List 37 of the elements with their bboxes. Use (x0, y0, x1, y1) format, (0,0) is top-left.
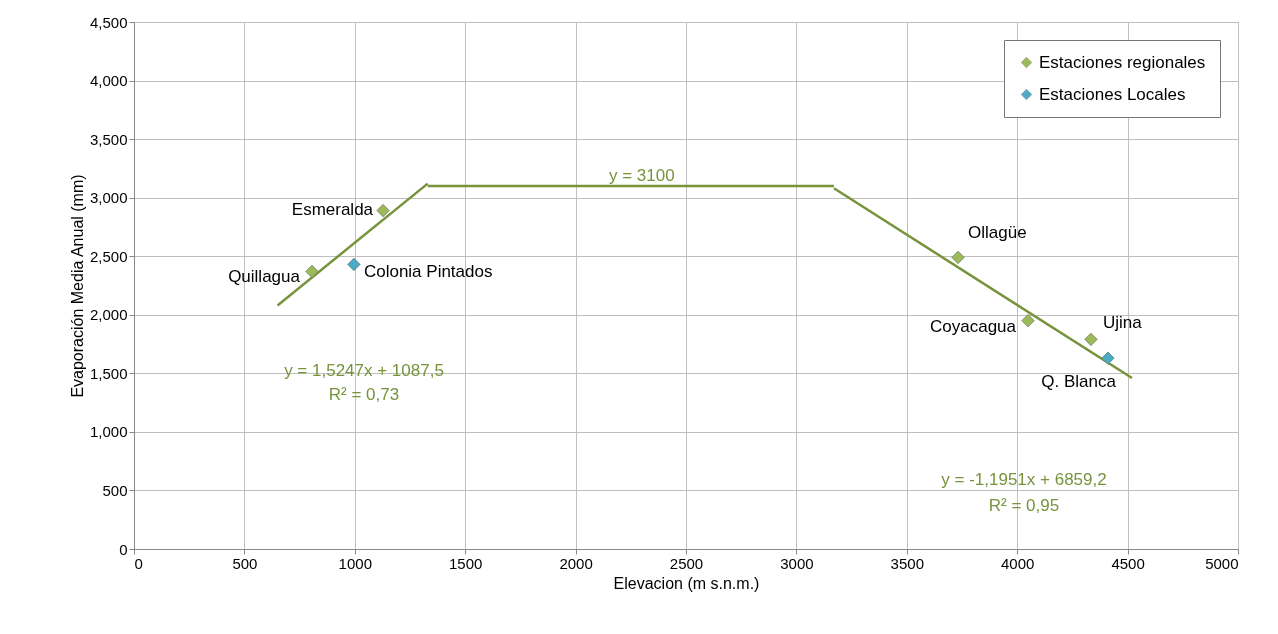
y-tick-label: 2,000 (89, 306, 128, 324)
y-tick-label: 3,000 (89, 189, 128, 207)
x-tick-label: 4500 (1111, 554, 1145, 572)
annotation: y = 3100 (608, 165, 675, 185)
x-tick-label: 1500 (449, 554, 483, 572)
y-tick-label: 1,000 (89, 423, 128, 441)
x-tick-label: 3500 (890, 554, 924, 572)
annotation: y = 1,5247x + 1087,5 (284, 361, 444, 380)
x-tick-label: 4000 (1001, 554, 1035, 572)
x-axis-title: Elevacion (m s.n.m.) (613, 574, 760, 592)
x-tick-label: 1000 (338, 554, 372, 572)
annotation: Coyacagua (930, 316, 1017, 336)
legend-label: Estaciones Locales (1039, 84, 1186, 104)
annotation: Ollagüe (968, 222, 1027, 242)
x-tick-label: 0 (134, 554, 143, 572)
annotation: Quillagua (228, 266, 301, 286)
y-tick-label: 3,500 (89, 130, 128, 148)
y-tick-label: 0 (119, 540, 128, 558)
annotation: Q. Blanca (1041, 371, 1117, 391)
annotation: y = -1,1951x + 6859,2 (941, 470, 1107, 489)
y-tick-label: 4,000 (89, 72, 128, 90)
y-tick-label: 4,500 (89, 13, 128, 31)
x-tick-label: 3000 (780, 554, 814, 572)
x-tick-label: 2500 (669, 554, 704, 572)
y-tick-label: 2,500 (89, 247, 128, 265)
x-tick-label: 5000 (1205, 554, 1239, 572)
y-axis-title: Evaporación Media Anual (mm) (68, 174, 86, 398)
legend-label: Estaciones regionales (1039, 52, 1206, 72)
x-tick-label: 500 (232, 554, 258, 572)
x-tick-label: 2000 (559, 554, 593, 572)
y-tick-label: 1,500 (89, 364, 128, 382)
annotation: Esmeralda (291, 199, 374, 219)
annotation: Ujina (1102, 313, 1143, 333)
annotation: R² = 0,73 (328, 385, 400, 404)
annotation: Colonia Pintados (363, 261, 493, 281)
annotation: R² = 0,95 (988, 496, 1060, 515)
y-tick-label: 500 (102, 481, 128, 499)
